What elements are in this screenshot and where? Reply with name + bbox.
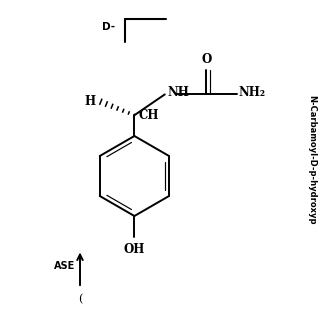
Text: CH: CH [138, 109, 159, 122]
Text: N-Carbamoyl-D-p-hydroxyp: N-Carbamoyl-D-p-hydroxyp [308, 95, 316, 225]
Text: H: H [85, 95, 96, 108]
Text: ASE: ASE [54, 260, 75, 271]
Text: O: O [201, 52, 212, 66]
Text: NH₂: NH₂ [238, 86, 265, 99]
Text: OH: OH [124, 243, 145, 256]
Text: (: ( [78, 294, 82, 305]
Text: D-: D- [102, 22, 115, 32]
Text: NH: NH [167, 86, 189, 99]
